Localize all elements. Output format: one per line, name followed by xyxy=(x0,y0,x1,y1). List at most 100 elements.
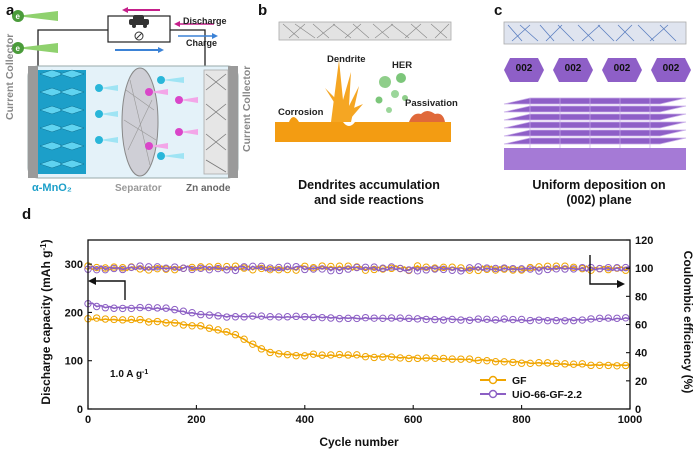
x-tick-label: 0 xyxy=(85,414,91,426)
series-marker xyxy=(214,262,222,271)
series-marker xyxy=(613,362,621,370)
series-marker xyxy=(344,351,352,359)
series-marker xyxy=(431,265,439,273)
series-marker xyxy=(396,354,404,362)
corrosion-label: Corrosion xyxy=(278,107,324,118)
series-marker xyxy=(543,359,552,367)
series-marker xyxy=(457,267,465,275)
series-marker xyxy=(543,265,552,274)
series-marker xyxy=(171,305,179,314)
discharge-label: Discharge xyxy=(183,16,227,26)
y2-tick-label: 40 xyxy=(635,348,647,360)
x-tick-label: 200 xyxy=(187,414,205,426)
series-marker xyxy=(197,322,205,330)
series-marker xyxy=(370,314,378,322)
series-marker xyxy=(604,361,613,370)
series-marker xyxy=(431,354,439,362)
series-marker xyxy=(249,340,257,348)
right-arrow-head xyxy=(617,280,625,288)
series-marker xyxy=(448,315,456,324)
current-density-value: 1.0 A g xyxy=(110,369,142,380)
car-icon xyxy=(129,15,149,28)
series-marker xyxy=(370,263,378,271)
series-marker xyxy=(405,266,413,274)
y-tick-label: 300 xyxy=(65,259,83,271)
series-marker xyxy=(118,265,127,274)
series-marker xyxy=(205,311,214,319)
series-marker xyxy=(474,356,482,365)
series-marker xyxy=(275,263,283,272)
series-marker xyxy=(517,359,526,367)
panel-c-letter: c xyxy=(494,2,503,19)
series-marker xyxy=(110,264,118,273)
series-marker xyxy=(231,266,240,275)
series-marker xyxy=(145,263,153,271)
series-marker xyxy=(145,318,153,326)
series-marker xyxy=(613,314,621,322)
series-marker xyxy=(578,360,587,368)
series-marker xyxy=(604,263,613,272)
series-marker xyxy=(396,314,404,322)
series-marker xyxy=(552,359,560,368)
series-marker xyxy=(257,312,266,320)
series-marker xyxy=(283,313,292,321)
series-marker xyxy=(543,317,552,325)
passivation-label: Passivation xyxy=(405,98,458,109)
series-marker xyxy=(127,263,136,272)
legend-marker xyxy=(488,375,498,385)
series-marker xyxy=(595,264,604,273)
series-marker xyxy=(145,303,153,312)
series-marker xyxy=(361,263,370,271)
series-marker xyxy=(595,361,604,370)
series-marker xyxy=(92,302,101,311)
her-label: HER xyxy=(392,60,413,71)
panel-b-caption-line2: and side reactions xyxy=(314,193,424,207)
series-marker xyxy=(318,265,326,273)
series-marker xyxy=(569,360,578,368)
series-marker xyxy=(483,264,491,272)
zinc-anode xyxy=(203,69,229,175)
series-marker xyxy=(413,262,422,270)
series-marker xyxy=(231,313,240,321)
y2-tick-label: 0 xyxy=(635,404,641,416)
series-marker xyxy=(491,264,500,273)
series-marker xyxy=(101,303,110,312)
series-marker xyxy=(327,262,335,271)
series-marker xyxy=(309,313,318,322)
series-marker xyxy=(335,262,344,270)
series-marker xyxy=(197,264,205,273)
series-marker xyxy=(491,316,500,324)
series-marker xyxy=(153,304,162,312)
series-marker xyxy=(240,263,248,271)
series-marker xyxy=(422,354,430,362)
series-marker xyxy=(396,264,404,273)
facet-002 xyxy=(504,58,544,82)
panel-b-caption: Dendrites accumulation and side reaction… xyxy=(264,178,474,208)
series-marker xyxy=(569,265,578,273)
series-marker xyxy=(465,355,474,363)
series-marker xyxy=(405,354,413,363)
series-marker xyxy=(604,314,613,322)
series-marker xyxy=(448,266,456,274)
series-marker xyxy=(387,263,396,271)
series-marker xyxy=(266,312,274,321)
x-tick-label: 400 xyxy=(296,414,314,426)
y-tick-label: 0 xyxy=(77,404,83,416)
series-marker xyxy=(110,304,118,312)
panel-a-letter: a xyxy=(6,2,15,19)
series-marker xyxy=(153,317,162,326)
series-marker xyxy=(413,354,422,363)
series-marker xyxy=(257,345,266,353)
series-marker xyxy=(613,264,621,272)
series-marker xyxy=(517,265,526,273)
series-marker xyxy=(500,264,508,272)
y2-tick-label: 60 xyxy=(635,320,647,332)
series-marker xyxy=(318,313,326,322)
series-marker xyxy=(240,335,248,343)
dendrite-spikes xyxy=(325,60,363,122)
series-marker xyxy=(118,316,127,324)
panel-b-caption-line1: Dendrites accumulation xyxy=(298,178,440,192)
series-marker xyxy=(309,350,318,358)
series-marker xyxy=(431,315,439,324)
series-marker xyxy=(439,316,448,324)
